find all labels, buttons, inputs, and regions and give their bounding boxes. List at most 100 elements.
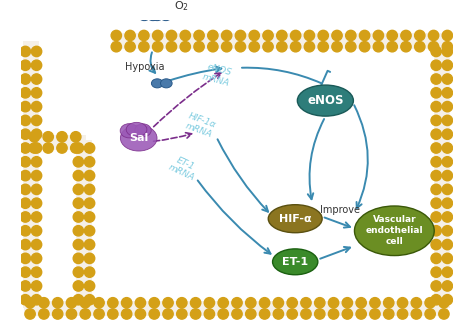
Circle shape — [163, 309, 173, 319]
Circle shape — [442, 170, 453, 181]
Circle shape — [71, 132, 81, 142]
Circle shape — [204, 309, 215, 319]
Circle shape — [397, 298, 408, 308]
Circle shape — [177, 309, 187, 319]
Circle shape — [221, 42, 232, 52]
Circle shape — [315, 298, 325, 308]
Circle shape — [20, 74, 30, 84]
Circle shape — [111, 30, 121, 41]
Circle shape — [71, 143, 81, 153]
Circle shape — [246, 309, 256, 319]
Circle shape — [442, 129, 453, 139]
Circle shape — [442, 156, 453, 167]
Circle shape — [431, 267, 441, 277]
Circle shape — [431, 184, 441, 194]
Circle shape — [108, 298, 118, 308]
Circle shape — [428, 30, 439, 41]
Circle shape — [80, 309, 91, 319]
Bar — [434, 41, 449, 308]
Ellipse shape — [152, 12, 163, 21]
Circle shape — [431, 46, 441, 57]
Circle shape — [439, 309, 449, 319]
Ellipse shape — [268, 205, 322, 233]
Circle shape — [53, 298, 63, 308]
Circle shape — [431, 143, 441, 153]
Ellipse shape — [147, 12, 158, 21]
Circle shape — [373, 30, 383, 41]
Circle shape — [431, 129, 441, 139]
Ellipse shape — [126, 122, 147, 137]
Text: HIF-α: HIF-α — [279, 214, 311, 224]
Circle shape — [415, 42, 425, 52]
Circle shape — [328, 309, 339, 319]
Circle shape — [20, 115, 30, 126]
Ellipse shape — [273, 249, 318, 275]
Circle shape — [29, 143, 39, 153]
Circle shape — [73, 281, 83, 291]
Circle shape — [442, 295, 453, 305]
Circle shape — [194, 30, 204, 41]
Circle shape — [204, 298, 215, 308]
Circle shape — [431, 156, 441, 167]
Circle shape — [383, 309, 394, 319]
Circle shape — [84, 281, 95, 291]
Circle shape — [304, 30, 315, 41]
Text: Improve: Improve — [320, 205, 360, 215]
Circle shape — [431, 281, 441, 291]
Circle shape — [442, 239, 453, 250]
Circle shape — [425, 298, 435, 308]
Circle shape — [20, 253, 30, 263]
Circle shape — [315, 309, 325, 319]
Circle shape — [356, 309, 366, 319]
Circle shape — [73, 212, 83, 222]
Circle shape — [31, 74, 42, 84]
Circle shape — [318, 30, 328, 41]
Circle shape — [31, 88, 42, 98]
Circle shape — [442, 74, 453, 84]
Circle shape — [166, 42, 177, 52]
Circle shape — [39, 298, 49, 308]
Circle shape — [20, 170, 30, 181]
Circle shape — [249, 30, 259, 41]
Circle shape — [442, 212, 453, 222]
Ellipse shape — [158, 1, 169, 10]
Ellipse shape — [120, 124, 138, 138]
Circle shape — [277, 30, 287, 41]
Circle shape — [20, 239, 30, 250]
Circle shape — [31, 212, 42, 222]
Circle shape — [84, 267, 95, 277]
Circle shape — [431, 170, 441, 181]
Text: Vascular
endothelial
cell: Vascular endothelial cell — [365, 215, 423, 246]
Circle shape — [94, 309, 104, 319]
Circle shape — [218, 298, 228, 308]
Circle shape — [191, 309, 201, 319]
Circle shape — [135, 298, 146, 308]
Circle shape — [84, 295, 95, 305]
Circle shape — [301, 298, 311, 308]
Circle shape — [431, 198, 441, 208]
Circle shape — [84, 170, 95, 181]
Circle shape — [139, 30, 149, 41]
Circle shape — [328, 298, 339, 308]
Circle shape — [442, 184, 453, 194]
Circle shape — [370, 298, 380, 308]
Circle shape — [20, 60, 30, 71]
Circle shape — [121, 309, 132, 319]
Circle shape — [428, 42, 439, 52]
Circle shape — [149, 309, 159, 319]
Circle shape — [53, 309, 63, 319]
Circle shape — [73, 156, 83, 167]
Circle shape — [73, 239, 83, 250]
Circle shape — [73, 184, 83, 194]
Text: O$_2$: O$_2$ — [174, 0, 190, 13]
Circle shape — [235, 30, 246, 41]
Circle shape — [431, 115, 441, 126]
Circle shape — [431, 88, 441, 98]
Circle shape — [431, 226, 441, 236]
Circle shape — [73, 295, 83, 305]
Circle shape — [31, 115, 42, 126]
Circle shape — [84, 143, 95, 153]
Circle shape — [43, 143, 54, 153]
Circle shape — [84, 239, 95, 250]
Ellipse shape — [135, 124, 151, 137]
